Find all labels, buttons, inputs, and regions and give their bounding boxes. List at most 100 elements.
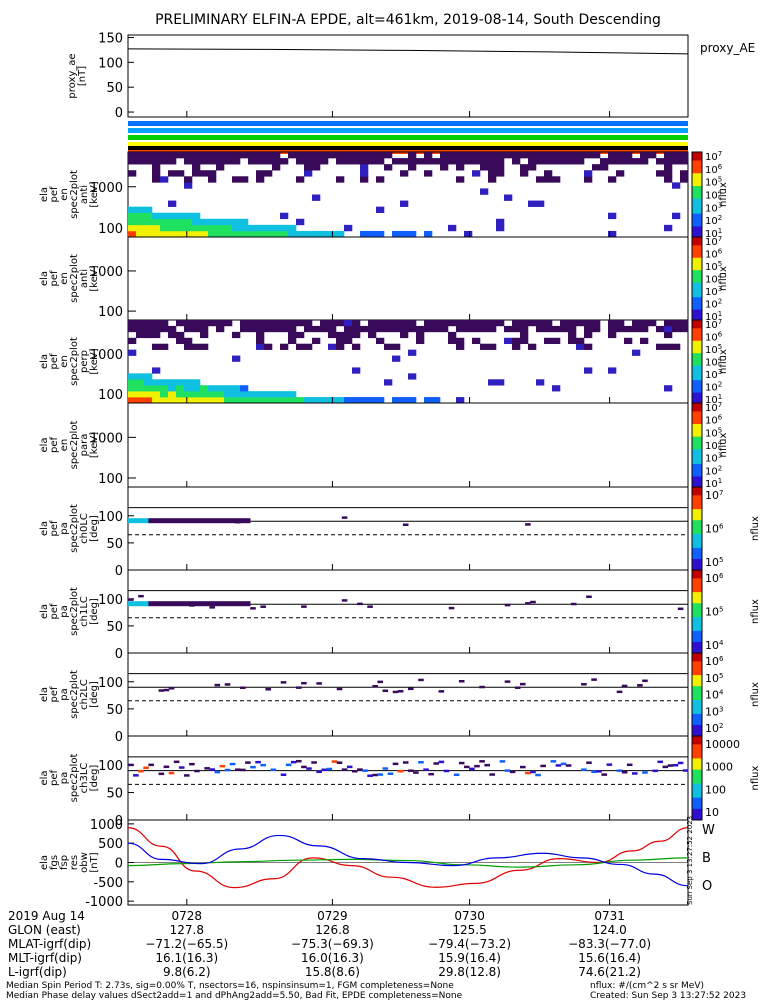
colorbar-swatch [692, 814, 702, 818]
spectrum-cell [232, 355, 241, 362]
spectrum-cell [232, 158, 241, 165]
spectrum-cell [488, 325, 497, 333]
colorbar-swatch [692, 567, 702, 571]
pa-cell [214, 518, 220, 524]
colorbar-swatch [692, 511, 702, 516]
spectrum-cell [616, 320, 625, 327]
colorbar-swatch [692, 528, 702, 532]
ylabel-line: spec2plot [69, 504, 80, 553]
colorbar-swatch [692, 232, 702, 236]
spectrum-cell [528, 158, 537, 165]
spectrum-cell [240, 397, 249, 404]
colorbar-swatch [692, 259, 702, 263]
spectrum-cell [200, 385, 209, 392]
spectrum-cell [408, 152, 417, 159]
colorbar-swatch [692, 534, 702, 538]
spectrum-cell [400, 200, 409, 207]
spectrum-cell [408, 349, 417, 356]
electrojet-bar [128, 128, 688, 133]
spectrum-cell [432, 320, 441, 327]
pa-cell [581, 768, 587, 771]
spectrum-cell [480, 158, 489, 165]
pa-cell [677, 761, 684, 765]
ylabel-line: [keV] [89, 181, 100, 207]
spectrum-cell [576, 343, 585, 350]
xaxis-cell-mlat: −79.4(−73.2) [428, 937, 511, 951]
ytick-label: 0 [115, 106, 123, 121]
spectrum-cell [568, 320, 577, 327]
ylabel-line: pef [49, 603, 60, 620]
pa-cell [448, 606, 455, 610]
spectrum-cell [568, 158, 577, 165]
spectrum-cell [544, 320, 553, 327]
spectrum-cell [544, 152, 553, 159]
colorbar-swatch [692, 738, 702, 742]
spectrum-cell [672, 320, 681, 327]
spectrum-cell [456, 152, 465, 159]
colorbar-swatch [692, 455, 702, 458]
spectrum-cell [136, 158, 145, 165]
pa-cell [184, 774, 190, 777]
pa-cell [148, 763, 154, 767]
spectrum-cell [280, 224, 289, 232]
spectrum-cell [512, 158, 521, 165]
pa-cell [601, 773, 608, 776]
spectrum-cell [624, 337, 633, 345]
pa-cell [606, 763, 613, 766]
colorbar-swatch [692, 775, 702, 779]
spectrum-cell [680, 170, 689, 177]
spectrum-cell [568, 331, 577, 339]
spectrum-cell [192, 320, 201, 327]
colorbar-swatch [692, 592, 702, 596]
spectrum-cell [288, 391, 297, 398]
spectrum-cell [376, 325, 385, 333]
spectrum-cell [448, 224, 457, 232]
colorbar-swatch [692, 650, 702, 654]
colorbar-swatch [692, 708, 702, 712]
spectrum-cell [200, 397, 209, 404]
colorbar-swatch [692, 272, 702, 275]
spectrum-cell [400, 320, 409, 327]
colorbar-swatch [692, 750, 702, 754]
colorbar-swatch [692, 658, 702, 662]
colorbar-swatch [692, 522, 702, 527]
colorbar-tick-label: 107 [705, 150, 722, 163]
spectrum-cell [616, 325, 625, 333]
colorbar-swatch [692, 386, 702, 389]
legend-b: B [702, 851, 711, 866]
ylabel-line: spec2plot [69, 754, 80, 803]
spectrum-cell [208, 320, 217, 327]
spectrum-cell [560, 158, 569, 165]
pa-cell [346, 765, 353, 769]
spectrum-cell [320, 320, 329, 327]
spectrum-cell [536, 379, 545, 386]
colorbar-tick-label: 102 [705, 381, 722, 394]
spectrum-cell [656, 343, 665, 350]
colorbar-swatch [692, 164, 702, 168]
spectrum-cell [264, 158, 273, 165]
spectrum-cell [208, 391, 217, 398]
colorbar-swatch [692, 188, 702, 191]
spectrum-cell [664, 152, 673, 159]
pa-cell [189, 601, 195, 607]
spectrum-cell [224, 230, 233, 238]
pa-ylabel: ela pef pa spec2plot ch0LC [deg] [39, 504, 100, 553]
spectrum-cell [176, 391, 185, 398]
spectrum-cell [592, 152, 601, 159]
spectrum-cell [184, 182, 193, 189]
spectrum-cell [640, 337, 649, 345]
spectrum-cell [200, 170, 209, 177]
spectrum-cell [304, 158, 313, 165]
spectrum-cell [264, 391, 273, 398]
colorbar-swatch [692, 245, 702, 248]
colorbar-swatch [692, 266, 702, 269]
xaxis-cell-mlt: 15.9(16.4) [438, 951, 501, 965]
spectrum-cell [128, 397, 137, 404]
spectrum-cell [152, 343, 161, 350]
pa-cell [525, 771, 531, 775]
colorbar-swatch [692, 722, 702, 726]
spectrum-cell [568, 152, 577, 159]
spectrum-cell [368, 320, 377, 327]
spectrum-cell [232, 224, 241, 232]
